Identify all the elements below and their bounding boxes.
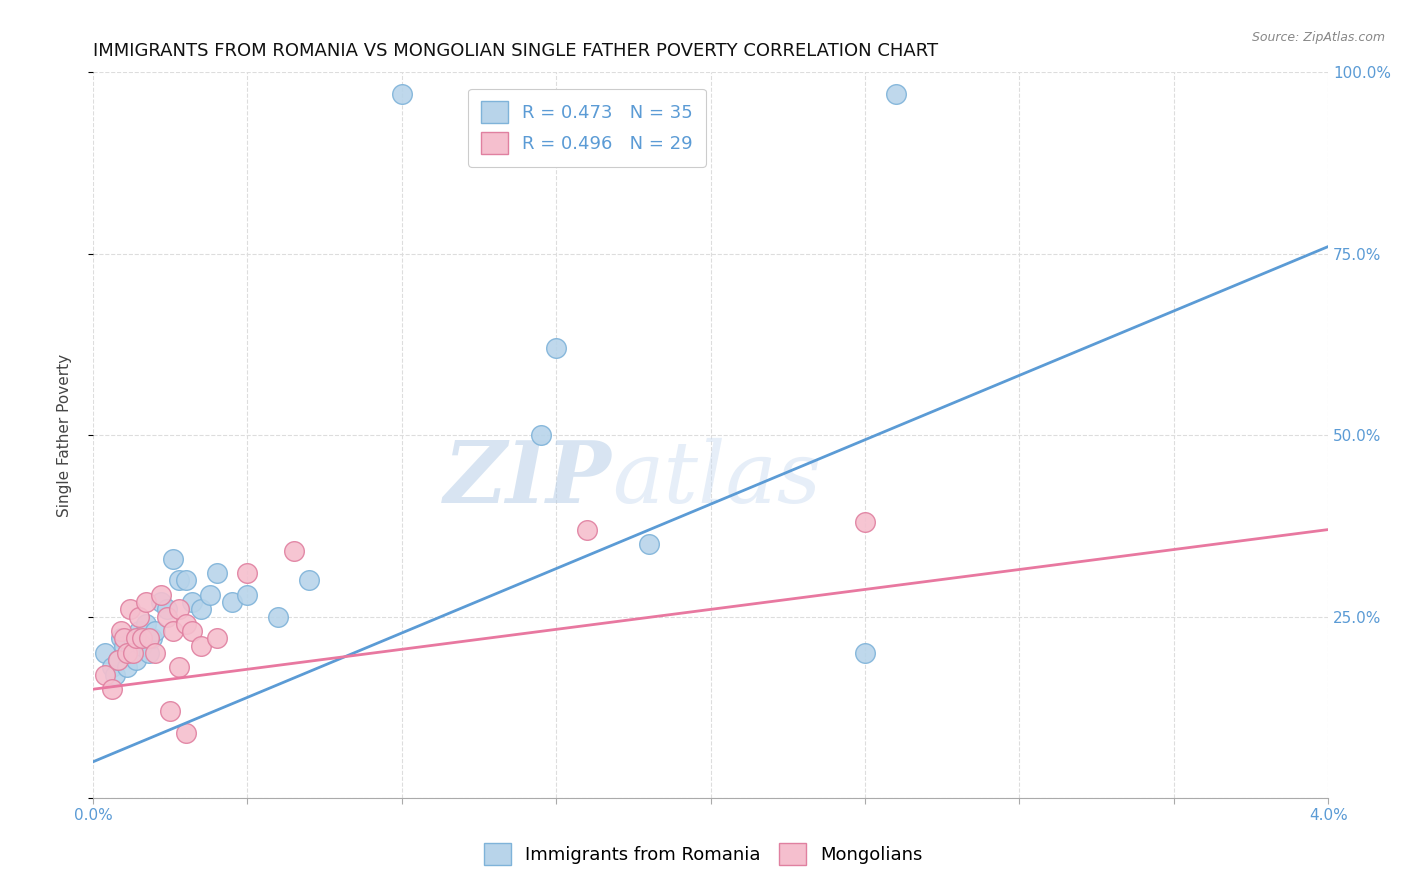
Point <box>134 595 156 609</box>
Point <box>110 624 132 639</box>
Text: Source: ZipAtlas.com: Source: ZipAtlas.com <box>1251 31 1385 45</box>
Point <box>131 632 153 646</box>
Point <box>853 516 876 530</box>
Point <box>128 609 150 624</box>
Point <box>122 632 145 646</box>
Y-axis label: Single Father Poverty: Single Father Poverty <box>58 354 72 516</box>
Point <box>100 682 122 697</box>
Point <box>94 667 117 681</box>
Point <box>149 588 172 602</box>
Point <box>169 574 191 588</box>
Point <box>149 595 172 609</box>
Point <box>110 632 132 646</box>
Point <box>637 537 659 551</box>
Point <box>576 523 599 537</box>
Point <box>156 602 179 616</box>
Text: ZIP: ZIP <box>444 437 612 521</box>
Point <box>138 632 160 646</box>
Point <box>298 574 321 588</box>
Point <box>115 646 138 660</box>
Point <box>156 609 179 624</box>
Point <box>267 609 290 624</box>
Point <box>143 624 166 639</box>
Point <box>236 588 259 602</box>
Point <box>122 646 145 660</box>
Point <box>546 341 568 355</box>
Point <box>190 602 212 616</box>
Point <box>530 428 553 442</box>
Point <box>120 646 142 660</box>
Point <box>174 616 197 631</box>
Point <box>236 566 259 581</box>
Point <box>94 646 117 660</box>
Point <box>190 639 212 653</box>
Point <box>107 653 129 667</box>
Point <box>131 639 153 653</box>
Point <box>112 632 135 646</box>
Point <box>141 632 163 646</box>
Point <box>112 639 135 653</box>
Point <box>205 566 228 581</box>
Point <box>107 653 129 667</box>
Point <box>221 595 243 609</box>
Point <box>853 646 876 660</box>
Legend: Immigrants from Romania, Mongolians: Immigrants from Romania, Mongolians <box>477 836 929 872</box>
Point <box>120 602 142 616</box>
Text: IMMIGRANTS FROM ROMANIA VS MONGOLIAN SINGLE FATHER POVERTY CORRELATION CHART: IMMIGRANTS FROM ROMANIA VS MONGOLIAN SIN… <box>93 42 938 60</box>
Point <box>391 87 413 102</box>
Point <box>162 624 184 639</box>
Point <box>104 667 127 681</box>
Point <box>125 653 148 667</box>
Point <box>100 660 122 674</box>
Point <box>180 624 202 639</box>
Point <box>159 704 181 718</box>
Point <box>128 624 150 639</box>
Point <box>169 660 191 674</box>
Point <box>115 660 138 674</box>
Point <box>884 87 907 102</box>
Point <box>174 725 197 739</box>
Point <box>283 544 305 558</box>
Point <box>200 588 222 602</box>
Point <box>125 632 148 646</box>
Point <box>169 602 191 616</box>
Point <box>174 574 197 588</box>
Point <box>143 646 166 660</box>
Point <box>162 551 184 566</box>
Legend: R = 0.473   N = 35, R = 0.496   N = 29: R = 0.473 N = 35, R = 0.496 N = 29 <box>468 88 706 167</box>
Point <box>134 616 156 631</box>
Point <box>180 595 202 609</box>
Point <box>205 632 228 646</box>
Point <box>138 646 160 660</box>
Text: atlas: atlas <box>612 437 821 520</box>
